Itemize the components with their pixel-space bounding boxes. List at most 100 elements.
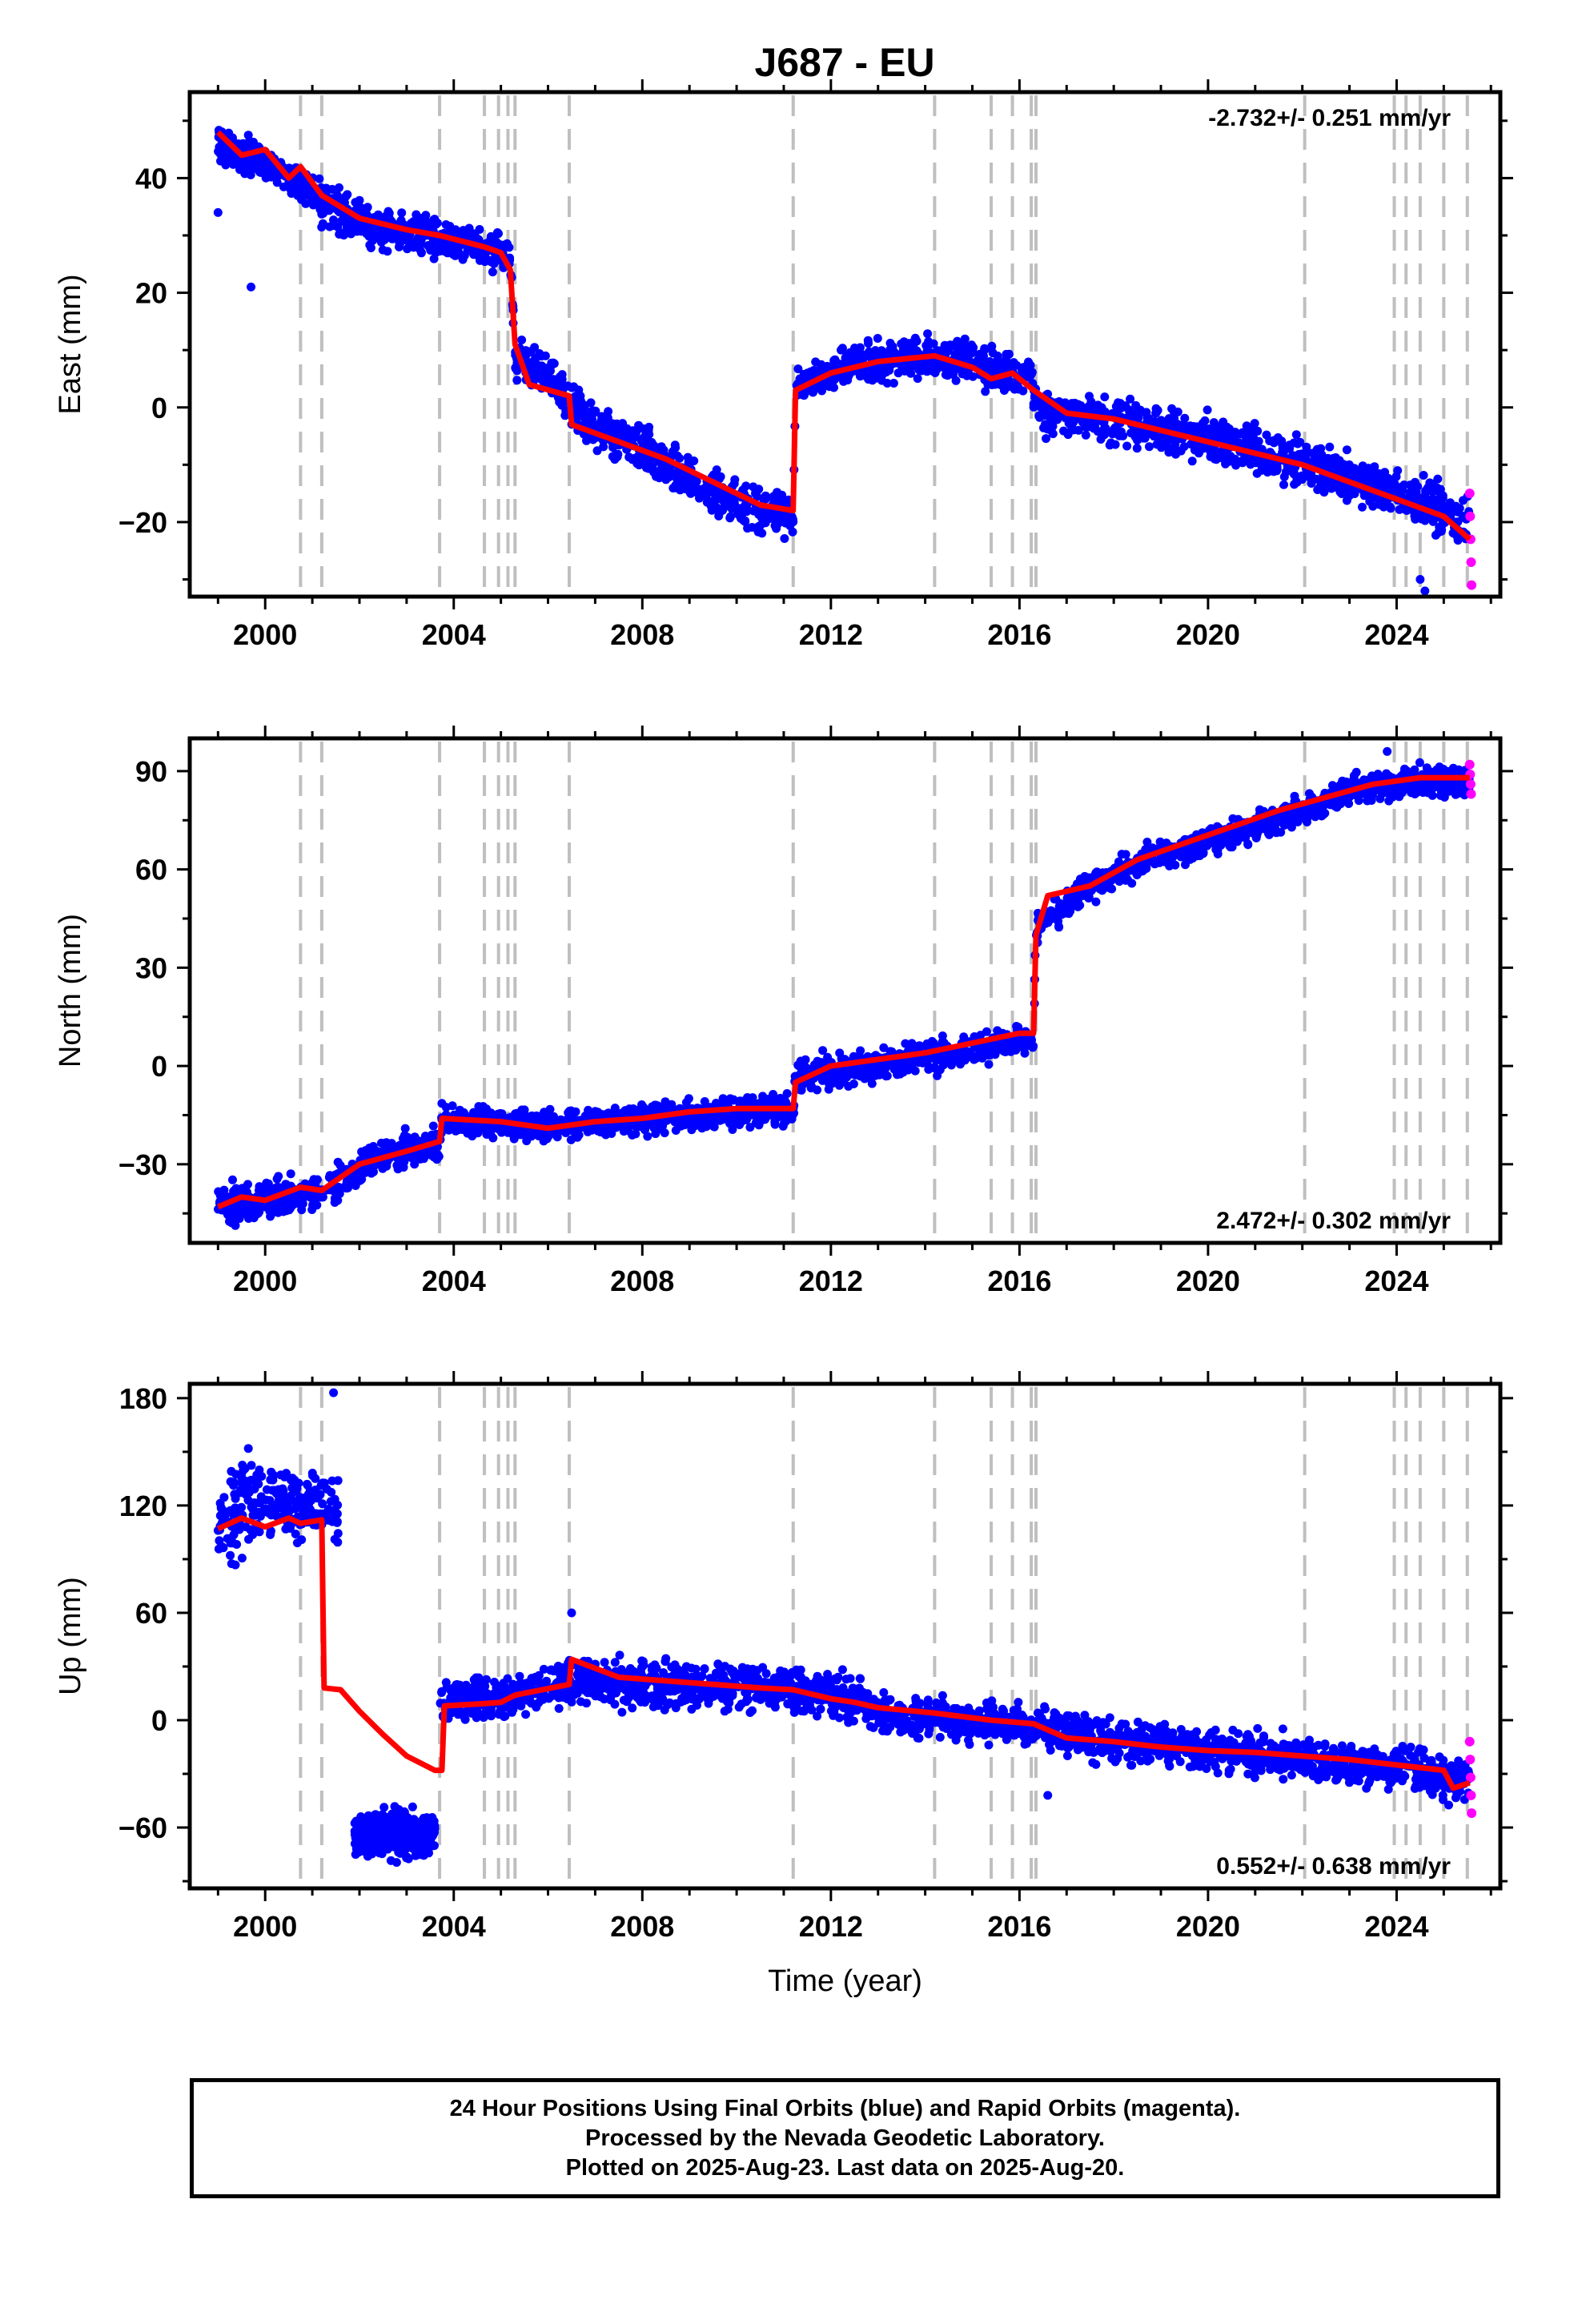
data-point [726, 512, 735, 521]
data-point [1388, 480, 1398, 489]
data-point [301, 199, 311, 208]
x-tick-label: 2004 [422, 618, 486, 651]
data-point [1149, 432, 1158, 441]
x-tick-label: 2000 [233, 618, 297, 651]
data-point [832, 357, 841, 367]
data-point [1358, 502, 1367, 512]
data-point [416, 248, 426, 258]
data-point [1438, 493, 1447, 503]
data-point [1042, 434, 1050, 444]
data-point [366, 243, 375, 252]
data-point [405, 242, 415, 251]
data-point [1263, 828, 1273, 838]
data-point [591, 406, 600, 416]
data-point [586, 398, 596, 408]
data-point [571, 1107, 580, 1116]
data-point [661, 475, 671, 485]
data-point [1029, 402, 1038, 412]
data-point [1258, 459, 1267, 468]
data-point [1200, 416, 1210, 425]
data-point [1067, 399, 1077, 408]
data-point [609, 422, 619, 432]
data-point [256, 160, 266, 170]
data-point [1315, 483, 1324, 493]
data-point [1426, 482, 1435, 492]
outlier-point [1420, 586, 1430, 596]
data-point [801, 1055, 810, 1064]
data-point [986, 344, 996, 353]
data-point [864, 339, 873, 348]
data-point [906, 346, 915, 356]
data-point [817, 360, 826, 369]
panel-east: 2000 2004 2008 2012 2016 2020 2024−2002040East… [54, 79, 1513, 651]
data-point [576, 391, 585, 400]
data-point [1433, 474, 1443, 484]
data-point [330, 1198, 339, 1207]
outlier-point [1415, 575, 1425, 585]
data-point [1159, 435, 1169, 444]
data-point [984, 1059, 994, 1069]
data-point [1203, 405, 1212, 415]
data-point [841, 373, 850, 383]
data-point [894, 1060, 904, 1070]
data-point [1117, 400, 1126, 410]
panel-north: 2000 2004 2008 2012 2016 2020 2024−300306090No… [54, 726, 1513, 1297]
outlier-point [213, 207, 223, 217]
x-tick-label: 2008 [610, 618, 674, 651]
data-point [803, 368, 813, 378]
data-point [652, 472, 661, 481]
data-point [788, 515, 797, 525]
data-point [1391, 472, 1401, 481]
y-tick-label: −20 [118, 506, 167, 539]
data-point [1415, 758, 1424, 767]
data-point [1249, 436, 1259, 446]
data-point [1126, 394, 1135, 404]
data-point [1027, 368, 1037, 377]
data-point [317, 209, 327, 219]
data-point [788, 527, 797, 537]
data-point [921, 364, 930, 373]
data-point [384, 208, 394, 218]
data-point [1144, 414, 1154, 424]
data-point [793, 364, 803, 374]
data-point [929, 339, 938, 348]
data-point [583, 412, 592, 422]
data-point [610, 455, 620, 464]
data-point [1122, 441, 1132, 451]
data-point [1308, 448, 1318, 458]
data-point [780, 534, 789, 543]
data-point [480, 251, 490, 260]
data-point [1194, 448, 1203, 458]
data-point [1225, 432, 1235, 440]
data-point [921, 341, 931, 350]
data-point [777, 493, 786, 503]
data-point [400, 1124, 410, 1133]
data-point [1048, 421, 1058, 431]
data-point [1279, 480, 1288, 489]
data-point [1121, 850, 1130, 859]
data-point [1017, 365, 1026, 375]
data-point [429, 215, 439, 224]
data-point [676, 485, 685, 495]
y-tick-label: 20 [135, 277, 167, 310]
data-point [1325, 442, 1335, 452]
data-point [1145, 442, 1154, 452]
x-tick-label: 2016 [987, 618, 1051, 651]
data-point [1132, 444, 1142, 453]
data-point [981, 387, 990, 396]
data-point [243, 1180, 252, 1189]
data-point [272, 178, 282, 187]
data-point [1239, 439, 1248, 448]
data-point [951, 376, 961, 385]
data-point [246, 170, 255, 179]
data-point [731, 502, 741, 512]
data-point [420, 215, 430, 224]
data-point [279, 182, 288, 191]
data-point [1204, 424, 1214, 433]
data-point [656, 465, 665, 475]
data-point [466, 229, 476, 239]
data-point [1454, 765, 1464, 774]
data-point [378, 245, 387, 255]
data-point [1363, 475, 1373, 484]
